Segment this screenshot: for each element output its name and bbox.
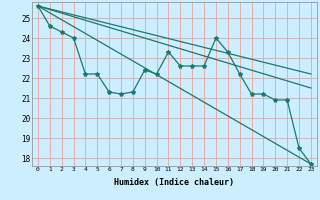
X-axis label: Humidex (Indice chaleur): Humidex (Indice chaleur) bbox=[115, 178, 234, 187]
